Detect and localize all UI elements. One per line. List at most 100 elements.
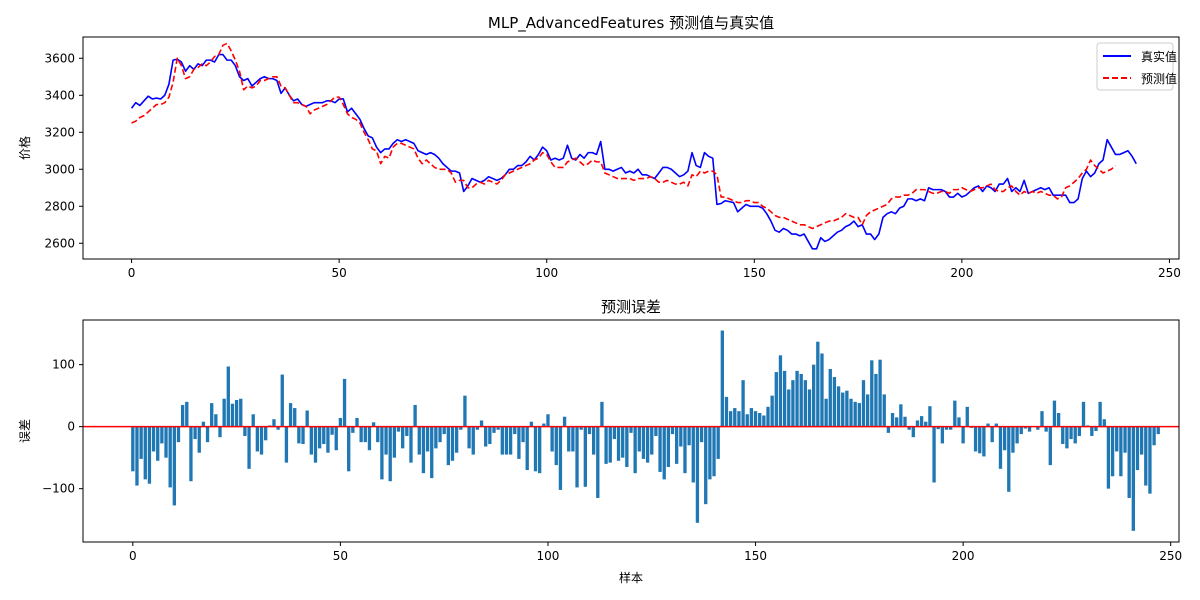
error-bar xyxy=(521,426,525,443)
error-bar xyxy=(230,403,235,427)
error-bar xyxy=(662,426,666,480)
error-bar xyxy=(1152,426,1156,446)
error-bar xyxy=(1127,426,1131,498)
error-bar xyxy=(928,406,932,427)
error-bar xyxy=(1081,401,1086,427)
error-bar xyxy=(1040,411,1044,427)
error-bar xyxy=(293,408,297,427)
error-bar xyxy=(513,426,517,435)
error-bar xyxy=(616,426,621,461)
error-bar xyxy=(367,426,372,451)
error-bar xyxy=(591,426,596,455)
error-chart-frame xyxy=(82,319,1180,543)
error-bar xyxy=(176,426,181,443)
error-bar xyxy=(151,426,156,452)
error-bar xyxy=(413,404,417,427)
error-bar xyxy=(899,404,903,427)
error-bar xyxy=(180,404,185,427)
error-bar xyxy=(280,374,284,427)
error-bar xyxy=(874,373,878,427)
y-tick-label: −100 xyxy=(42,482,75,496)
error-bar xyxy=(1123,426,1127,453)
error-chart-x-axis-label: 样本 xyxy=(619,570,643,585)
error-bar xyxy=(131,426,135,472)
error-bar xyxy=(782,370,787,427)
error-bar xyxy=(675,426,679,464)
error-chart-x-ticks: 0 50 100 150 200 250 xyxy=(129,542,1182,563)
price-chart-series xyxy=(130,42,1137,250)
error-bar xyxy=(297,426,301,444)
error-bar xyxy=(363,426,367,443)
error-bar xyxy=(994,423,998,427)
error-bar xyxy=(861,380,866,427)
x-tick-label: 50 xyxy=(333,549,348,563)
error-bar xyxy=(799,373,803,427)
error-bar xyxy=(135,426,139,486)
error-bar xyxy=(957,417,961,427)
error-bar xyxy=(870,360,874,427)
error-bar xyxy=(1115,426,1119,452)
error-chart-y-axis-label: 误差 xyxy=(18,419,32,443)
error-bar xyxy=(434,426,438,449)
error-bar xyxy=(845,390,849,427)
error-bar xyxy=(629,426,633,433)
y-tick-label: 3200 xyxy=(44,125,75,139)
error-bar xyxy=(562,416,567,427)
error-bar xyxy=(936,426,940,430)
error-bar xyxy=(890,413,895,427)
price-chart-y-ticks: 2600 2800 3000 3200 3400 3600 xyxy=(44,51,83,250)
error-chart-title: 预测误差 xyxy=(601,298,661,316)
error-bar xyxy=(886,426,891,433)
x-tick-label: 50 xyxy=(332,266,347,280)
error-bar xyxy=(1073,426,1077,444)
error-bar xyxy=(309,426,313,455)
error-bar xyxy=(978,426,982,454)
error-bar xyxy=(264,426,268,441)
error-bar xyxy=(612,426,617,440)
legend-label-predicted: 预测值 xyxy=(1141,71,1177,86)
error-bar xyxy=(965,406,969,427)
error-bar xyxy=(753,411,758,427)
error-bar xyxy=(699,426,704,443)
error-bar xyxy=(243,426,247,436)
error-bar xyxy=(708,426,712,480)
error-bar xyxy=(600,401,604,427)
error-bar xyxy=(604,426,608,464)
error-bar xyxy=(168,426,172,488)
error-bar xyxy=(450,426,455,461)
error-bar xyxy=(670,426,675,435)
error-bar xyxy=(911,426,915,438)
error-bar xyxy=(351,426,355,433)
error-bar xyxy=(816,341,820,427)
error-bar xyxy=(251,414,255,427)
error-bar xyxy=(467,426,471,449)
error-bar xyxy=(716,426,720,459)
error-bar xyxy=(1065,426,1069,449)
error-bar xyxy=(396,426,401,432)
error-bar xyxy=(940,426,945,444)
x-tick-label: 0 xyxy=(129,549,137,563)
error-bar xyxy=(720,330,724,427)
error-bar xyxy=(164,426,168,458)
series-line-predicted xyxy=(131,42,1117,230)
error-bar xyxy=(255,426,260,452)
error-bar xyxy=(903,416,907,427)
error-bar xyxy=(288,403,293,427)
error-bar xyxy=(504,426,509,455)
error-bar xyxy=(201,421,206,427)
error-bar xyxy=(326,426,330,453)
error-bar xyxy=(878,359,882,427)
error-bar xyxy=(210,403,214,427)
error-bar xyxy=(820,353,824,427)
error-bar xyxy=(305,410,309,427)
y-tick-label: 3600 xyxy=(44,51,75,65)
y-tick-label: 2600 xyxy=(44,236,75,250)
error-bar xyxy=(247,426,251,469)
error-bar xyxy=(791,380,795,427)
error-bar xyxy=(733,408,737,427)
error-bar xyxy=(1036,426,1040,430)
error-bar xyxy=(986,423,990,427)
error-bar xyxy=(284,426,289,463)
error-bar xyxy=(803,380,808,427)
x-tick-label: 150 xyxy=(743,266,766,280)
